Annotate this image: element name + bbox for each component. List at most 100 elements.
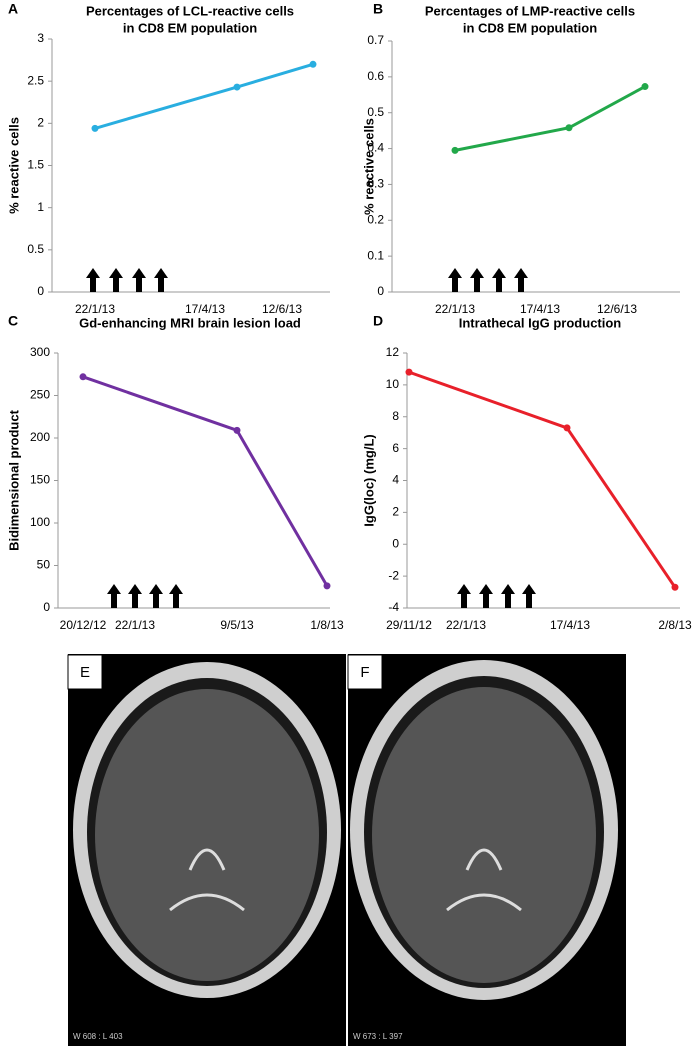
chart-title: Percentages of LCL-reactive cells bbox=[86, 3, 294, 18]
y-tick-label: 2.5 bbox=[27, 73, 44, 87]
y-tick-label: 0.6 bbox=[367, 69, 384, 83]
y-tick-label: 0.4 bbox=[367, 141, 384, 155]
y-tick-label: 0 bbox=[37, 284, 44, 298]
point bbox=[641, 83, 649, 91]
point bbox=[233, 83, 241, 91]
y-axis-title: % reactive cells bbox=[6, 117, 21, 214]
y-tick-label: 8 bbox=[392, 409, 399, 423]
y-tick-label: 0.2 bbox=[367, 212, 384, 226]
image-caption: W 608 : L 403 bbox=[73, 1032, 123, 1041]
x-tick-label: 29/11/12 bbox=[386, 618, 432, 632]
point bbox=[91, 124, 99, 132]
y-tick-label: 50 bbox=[37, 558, 51, 572]
line-segment bbox=[236, 62, 314, 89]
x-tick-label: 22/1/13 bbox=[75, 302, 115, 316]
label-box bbox=[347, 654, 383, 690]
y-tick-label: 0.1 bbox=[367, 248, 384, 262]
x-tick-label: 12/6/13 bbox=[597, 302, 637, 316]
y-axis-title: % reactive cells bbox=[361, 118, 376, 215]
treatment-arrow bbox=[470, 268, 484, 292]
panel-label: A bbox=[8, 1, 18, 17]
image-caption: W 673 : L 397 bbox=[353, 1032, 403, 1041]
chart-title: Gd-enhancing MRI brain lesion load bbox=[79, 315, 301, 330]
line-segment bbox=[82, 375, 238, 432]
image-label: E bbox=[80, 664, 90, 681]
y-tick-label: 0 bbox=[43, 600, 50, 614]
treatment-arrow bbox=[448, 268, 462, 292]
x-tick-label: 22/1/13 bbox=[446, 618, 486, 632]
panel-label: C bbox=[8, 313, 18, 329]
y-tick-label: 2 bbox=[392, 505, 399, 519]
x-tick-label: 1/8/13 bbox=[310, 618, 344, 632]
treatment-arrow bbox=[522, 584, 536, 608]
point bbox=[323, 582, 331, 590]
point bbox=[451, 146, 459, 154]
y-tick-label: 3 bbox=[37, 31, 44, 45]
point bbox=[671, 583, 679, 591]
point bbox=[309, 60, 317, 68]
y-tick-label: 0.5 bbox=[27, 242, 44, 256]
treatment-arrow bbox=[492, 268, 506, 292]
y-tick-label: 12 bbox=[386, 345, 400, 359]
x-tick-label: 20/12/12 bbox=[60, 618, 107, 632]
treatment-arrow bbox=[154, 268, 168, 292]
mri-images: E F W 608 : L 403 W 673 : L 397 bbox=[67, 654, 626, 1046]
label-box bbox=[67, 654, 103, 690]
treatment-arrow bbox=[107, 584, 121, 608]
treatment-arrow bbox=[128, 584, 142, 608]
treatment-arrow bbox=[514, 268, 528, 292]
line-segment bbox=[408, 370, 568, 430]
x-tick-label: 17/4/13 bbox=[550, 618, 590, 632]
y-tick-label: 0 bbox=[377, 284, 384, 298]
line-segment bbox=[235, 429, 329, 587]
y-tick-label: 150 bbox=[30, 473, 50, 487]
x-tick-label: 9/5/13 bbox=[220, 618, 254, 632]
y-tick-label: 300 bbox=[30, 345, 50, 359]
x-tick-label: 22/1/13 bbox=[115, 618, 155, 632]
y-tick-label: 100 bbox=[30, 515, 50, 529]
treatment-arrow bbox=[501, 584, 515, 608]
charts: A Percentages of LCL-reactive cells in CD8… bbox=[6, 1, 692, 632]
brain bbox=[95, 689, 319, 981]
y-tick-label: 0.5 bbox=[367, 105, 384, 119]
line-segment bbox=[94, 85, 238, 130]
brain bbox=[372, 687, 596, 983]
x-tick-label: 22/1/13 bbox=[435, 302, 475, 316]
treatment-arrow bbox=[86, 268, 100, 292]
x-tick-label: 17/4/13 bbox=[520, 302, 560, 316]
y-tick-label: 4 bbox=[392, 473, 399, 487]
y-tick-label: 2 bbox=[37, 116, 44, 130]
panel-label: B bbox=[373, 1, 383, 17]
line-segment bbox=[565, 427, 677, 589]
point bbox=[565, 124, 573, 132]
line-segment bbox=[568, 85, 646, 130]
x-tick-label: 2/8/13 bbox=[658, 618, 692, 632]
y-tick-label: 6 bbox=[392, 441, 399, 455]
y-tick-label: 0 bbox=[392, 536, 399, 550]
y-tick-label: 10 bbox=[386, 377, 400, 391]
chart-title: in CD8 EM population bbox=[463, 20, 597, 35]
y-tick-label: 1 bbox=[37, 200, 44, 214]
treatment-arrow bbox=[109, 268, 123, 292]
point bbox=[405, 368, 413, 376]
image-label: F bbox=[360, 664, 369, 681]
chart-title: Percentages of LMP-reactive cells bbox=[425, 3, 635, 18]
point bbox=[233, 426, 241, 434]
y-tick-label: -4 bbox=[388, 600, 399, 614]
y-tick-label: 0.3 bbox=[367, 177, 384, 191]
y-tick-label: 200 bbox=[30, 430, 50, 444]
y-axis-title: Bidimensional product bbox=[6, 409, 21, 551]
line-segment bbox=[454, 126, 570, 152]
treatment-arrow bbox=[479, 584, 493, 608]
y-tick-label: -2 bbox=[388, 568, 399, 582]
x-tick-label: 17/4/13 bbox=[185, 302, 225, 316]
y-tick-label: 1.5 bbox=[27, 158, 44, 172]
point bbox=[563, 424, 571, 432]
treatment-arrow bbox=[132, 268, 146, 292]
y-axis-title: IgG(loc) (mg/L) bbox=[361, 434, 376, 526]
ventricles bbox=[446, 848, 522, 912]
point bbox=[79, 373, 87, 381]
chart-title: in CD8 EM population bbox=[123, 20, 257, 35]
